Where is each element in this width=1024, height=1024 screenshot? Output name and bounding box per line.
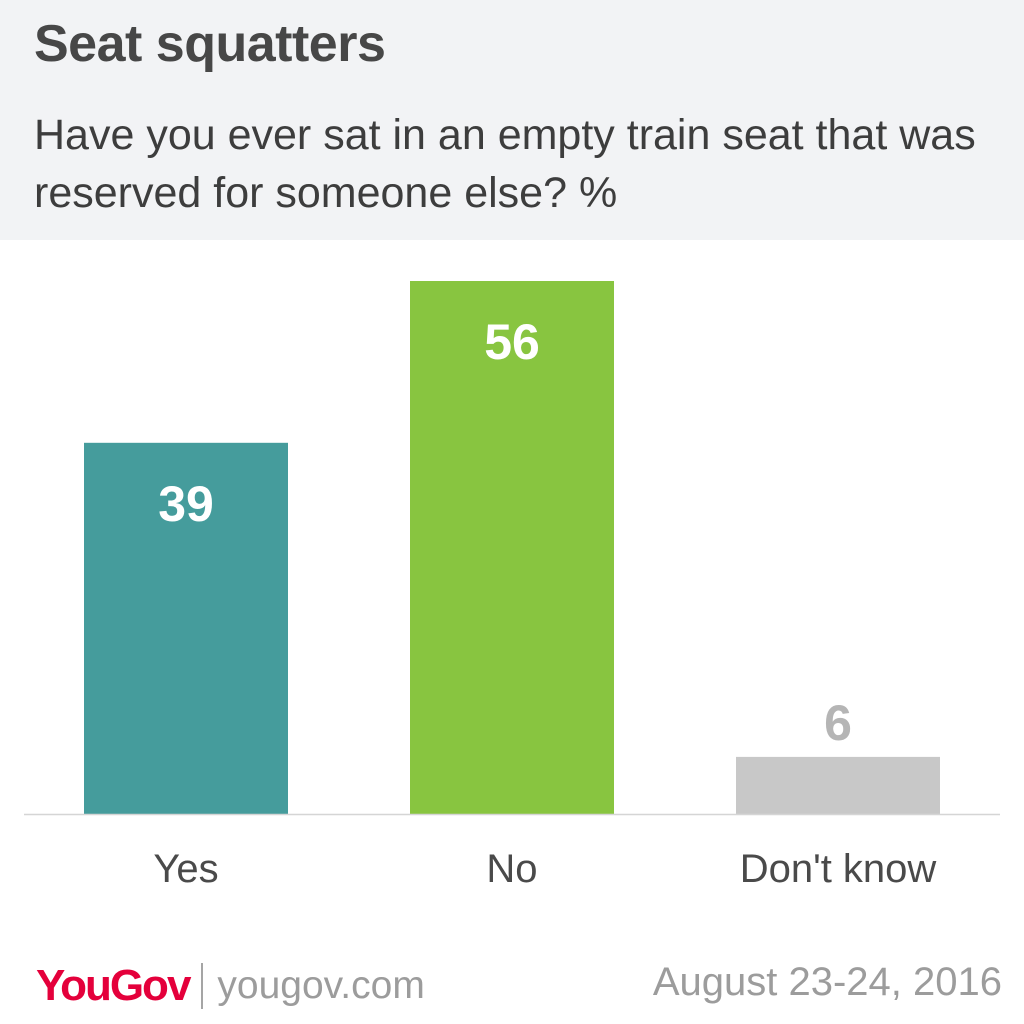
value-label-no: 56 <box>484 314 540 370</box>
survey-date: August 23-24, 2016 <box>652 960 1002 1004</box>
chart-subtitle: Have you ever sat in an empty train seat… <box>34 111 976 217</box>
value-label-yes: 39 <box>158 476 214 532</box>
footer-brand: YouGov yougov.com <box>36 958 425 1014</box>
category-label-don-t-know: Don't know <box>740 847 937 891</box>
bar-chart: 39 Yes 56 No 6 Don't know <box>24 281 1000 891</box>
chart-header: Seat squatters Have you ever sat in an e… <box>0 0 1024 240</box>
value-label-don-t-know: 6 <box>824 695 852 751</box>
bar-no <box>410 281 614 814</box>
bar-don-t-know <box>736 756 940 814</box>
yougov-logo: YouGov <box>36 961 191 1010</box>
bar-yes <box>84 442 288 814</box>
category-label-yes: Yes <box>153 847 218 891</box>
category-label-no: No <box>486 847 537 891</box>
footer-site: yougov.com <box>217 964 425 1007</box>
chart-title: Seat squatters <box>34 15 386 73</box>
footer-divider <box>201 963 204 1009</box>
